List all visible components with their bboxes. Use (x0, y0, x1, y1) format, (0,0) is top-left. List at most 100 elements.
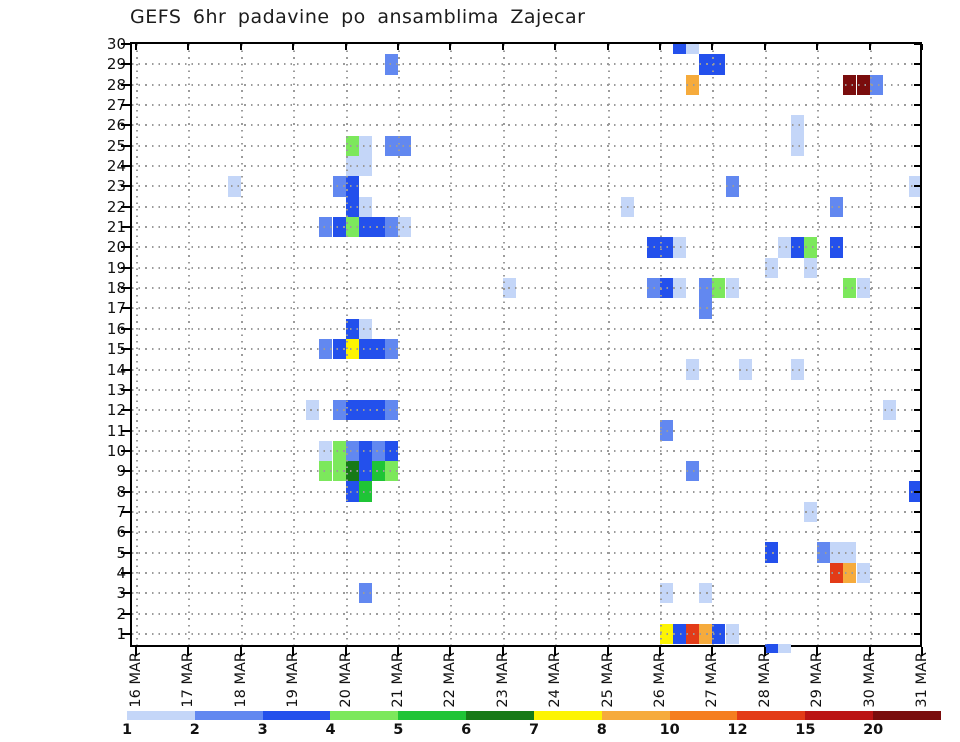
right-axis-tick (914, 185, 920, 188)
colorbar-tick-label: 6 (461, 722, 472, 738)
right-axis-tick (914, 43, 920, 45)
right-axis-tick (914, 83, 920, 86)
y-axis-tick (121, 226, 130, 229)
right-axis-tick (914, 104, 920, 107)
grid-line-horizontal (132, 124, 920, 127)
grid-line-horizontal (132, 571, 920, 574)
grid-line-vertical (764, 44, 767, 645)
x-axis-label: 18 MAR (232, 652, 249, 708)
x-axis-tick (554, 647, 557, 656)
y-axis-tick (121, 104, 130, 107)
right-axis-tick (914, 348, 920, 351)
grid-line-horizontal (132, 104, 920, 107)
x-axis-label: 20 MAR (337, 652, 354, 708)
top-axis-tick (659, 44, 661, 50)
grid-line-horizontal (132, 348, 920, 351)
y-axis-label: 26 (106, 116, 126, 135)
grid-line-vertical (869, 44, 872, 645)
grid-line-vertical (502, 44, 505, 645)
y-axis-tick (121, 429, 130, 432)
grid-line-vertical (450, 44, 453, 645)
top-axis-tick (187, 44, 190, 50)
heatmap-cell-below-axis (764, 644, 778, 653)
right-axis-tick (914, 531, 920, 534)
x-axis-tick (606, 647, 609, 656)
x-axis-tick (501, 647, 504, 656)
y-axis-label: 15 (106, 340, 126, 359)
x-axis-label: 19 MAR (285, 652, 302, 708)
x-axis-tick (292, 647, 295, 656)
x-axis-label: 17 MAR (180, 652, 197, 708)
x-axis-label: 30 MAR (861, 652, 878, 708)
right-axis-tick (914, 226, 920, 229)
top-axis-tick (606, 44, 609, 50)
top-axis-tick (292, 44, 295, 50)
grid-line-horizontal (132, 63, 920, 66)
heatmap-plot-area (130, 42, 922, 647)
heatmap-cell (673, 44, 687, 55)
right-axis-tick (914, 409, 920, 412)
y-axis-tick (121, 551, 130, 554)
colorbar-segment (330, 711, 399, 720)
x-axis-tick (344, 647, 347, 656)
grid-line-horizontal (132, 510, 920, 513)
x-axis-label: 27 MAR (704, 652, 721, 708)
y-axis-tick (121, 205, 130, 208)
y-axis-tick (121, 144, 130, 147)
heatmap-cell (686, 44, 700, 55)
right-axis-tick (914, 144, 920, 147)
colorbar-segment (262, 711, 331, 720)
grid-line-vertical (293, 44, 296, 645)
y-axis-label: 25 (106, 136, 126, 155)
colorbar (127, 711, 941, 720)
y-axis-tick (121, 124, 130, 127)
top-axis-tick (763, 44, 766, 50)
right-axis-tick (914, 633, 920, 635)
y-axis-tick (121, 490, 130, 493)
x-axis-label: 16 MAR (128, 652, 144, 708)
grid-line-horizontal (132, 205, 920, 208)
top-axis-tick (501, 44, 504, 50)
right-axis-tick (914, 368, 920, 371)
y-axis-label: 17 (106, 299, 126, 318)
y-axis-label: 24 (106, 157, 126, 176)
grid-line-horizontal (132, 409, 920, 412)
right-axis-tick (914, 571, 920, 574)
y-axis-label: 12 (106, 401, 126, 420)
y-axis-label: 16 (106, 319, 126, 338)
x-axis-label: 24 MAR (547, 652, 564, 708)
grid-line-vertical (345, 44, 348, 645)
grid-line-horizontal (132, 144, 920, 147)
colorbar-segment (533, 711, 602, 720)
colorbar-tick-label: 1 (121, 722, 133, 738)
colorbar-tick-label: 8 (596, 722, 607, 738)
grid-line-horizontal (132, 470, 920, 473)
y-axis-tick (121, 470, 130, 473)
top-axis-tick (868, 44, 871, 50)
heatmap-cell-below-axis (777, 644, 791, 653)
colorbar-tick-label: 20 (863, 722, 884, 738)
colorbar-tick-label: 4 (325, 722, 336, 738)
grid-line-vertical (398, 44, 400, 645)
grid-line-horizontal (132, 165, 920, 168)
y-axis-tick (121, 633, 130, 635)
x-axis-tick (135, 647, 137, 656)
grid-line-horizontal (132, 429, 920, 432)
colorbar-tick-label: 15 (795, 722, 816, 738)
right-axis-tick (914, 124, 920, 127)
right-axis-tick (914, 470, 920, 473)
grid-line-horizontal (132, 185, 920, 188)
right-axis-tick (914, 205, 920, 208)
top-axis-tick (449, 44, 452, 50)
right-axis-tick (914, 388, 920, 391)
colorbar-segment (873, 711, 941, 720)
grid-line-horizontal (132, 368, 920, 371)
x-axis-label: 31 MAR (914, 652, 930, 708)
y-axis-tick (121, 449, 130, 452)
y-axis-label: 14 (106, 360, 126, 379)
y-axis-tick (121, 83, 130, 86)
y-axis-tick (121, 368, 130, 371)
right-axis-tick (914, 266, 920, 269)
right-axis-tick (914, 592, 920, 595)
